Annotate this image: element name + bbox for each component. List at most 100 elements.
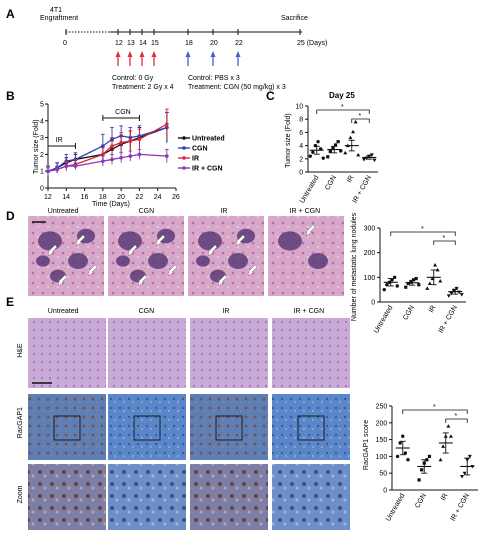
row-label: H&E — [17, 343, 24, 358]
data-point — [308, 154, 312, 158]
data-point — [64, 164, 69, 168]
data-point — [401, 434, 405, 438]
y-tick-label: 300 — [364, 226, 376, 233]
image-label: Untreated — [48, 208, 79, 215]
metastatic-nodules-chart: 0 100 200 300 Number of metastatic lung nodu… — [351, 212, 466, 335]
data-point — [165, 122, 169, 126]
y-axis-label: Number of metastatic lung nodules — [351, 212, 358, 321]
data-point — [427, 281, 432, 285]
y-tick-label: 0 — [371, 300, 375, 307]
significance-label: * — [359, 113, 362, 120]
data-point — [462, 471, 467, 476]
column-label: Untreated — [48, 308, 79, 315]
y-tick-label: 250 — [376, 404, 388, 411]
panel-letter: B — [6, 89, 15, 103]
cgn-arrow-head — [235, 51, 241, 57]
data-point — [459, 293, 464, 297]
data-point — [460, 475, 465, 479]
significance-bracket — [402, 409, 468, 414]
category-label: IR — [346, 175, 356, 185]
data-point — [417, 283, 421, 287]
white-arrow-icon — [75, 234, 86, 247]
white-arrow-icon — [47, 244, 58, 257]
data-point — [438, 279, 443, 283]
data-point — [448, 434, 453, 438]
category-label: IR + CGN — [438, 305, 459, 335]
stained-tissue-image — [272, 394, 350, 460]
series-line — [47, 126, 168, 172]
data-point — [101, 144, 105, 148]
category-label: Untreated — [299, 174, 320, 204]
stained-tissue-image — [190, 464, 268, 530]
significance-label: * — [443, 235, 446, 242]
series-line — [47, 153, 167, 172]
significance-label: * — [433, 404, 436, 411]
row-label: RacGAP1 — [17, 407, 24, 438]
y-tick-label: 1 — [40, 169, 44, 176]
x-tick-label: 12 — [44, 194, 52, 201]
category-label: Untreated — [373, 304, 394, 334]
white-arrow-icon — [305, 224, 316, 237]
data-point — [353, 119, 358, 124]
y-tick-label: 150 — [376, 437, 388, 444]
racgap1-staining-images: Untreated CGN IR IR + CGN H&E RacGAP1 Zoom — [17, 308, 350, 530]
data-point — [333, 143, 338, 147]
image-label: CGN — [139, 208, 155, 215]
data-point — [339, 149, 343, 153]
timeline-ticks: 0 12 13 14 15 18 20 22 25 (Days) — [63, 29, 327, 66]
stained-tissue-image — [28, 318, 106, 388]
chart-title: Day 25 — [329, 91, 355, 100]
data-point — [395, 284, 399, 288]
data-point — [467, 454, 472, 459]
data-point — [336, 140, 340, 144]
metastatic-nodule — [68, 253, 88, 269]
significance-label: * — [421, 226, 424, 233]
data-point — [119, 155, 123, 160]
metastatic-nodule — [308, 253, 328, 269]
image-label: IR — [220, 208, 227, 215]
white-arrow-icon — [167, 264, 178, 277]
y-tick-label: 4 — [40, 118, 44, 125]
white-arrow-icon — [217, 274, 228, 287]
panel-letter: A — [6, 7, 15, 21]
x-tick-label: 24 — [154, 194, 162, 201]
legend-marker — [182, 166, 186, 170]
stained-tissue-image — [108, 318, 186, 388]
y-tick-label: 0 — [40, 186, 44, 193]
data-point — [398, 441, 402, 445]
data-point — [101, 152, 105, 157]
legend-label: CGN — [192, 146, 208, 153]
data-point — [348, 135, 353, 140]
stained-tissue-image — [272, 318, 350, 388]
white-arrow-icon — [127, 244, 138, 257]
category-label: IR + CGN — [450, 493, 471, 523]
significance-bracket — [390, 231, 456, 236]
y-tick-label: 4 — [299, 143, 303, 150]
data-point — [343, 150, 348, 155]
category-label: IR — [428, 305, 438, 315]
lung-histology-image — [188, 216, 264, 296]
timeline-tick-label: 15 — [151, 40, 159, 47]
data-point — [406, 458, 410, 462]
metastatic-nodule — [36, 255, 50, 267]
y-tick-label: 3 — [40, 135, 44, 142]
sacrifice-label: Sacrifice — [281, 15, 308, 22]
category-label: CGN — [402, 305, 416, 322]
zoom-region-box — [215, 415, 243, 441]
white-arrow-icon — [57, 274, 68, 287]
data-point — [403, 451, 408, 455]
legend-marker — [182, 156, 186, 160]
data-point — [165, 154, 169, 158]
x-tick-label: 20 — [117, 194, 125, 201]
x-tick-label: 14 — [62, 194, 70, 201]
row-label: Zoom — [17, 485, 24, 503]
data-point — [128, 139, 133, 143]
white-arrow-icon — [235, 234, 246, 247]
data-point — [356, 152, 361, 157]
engraftment-line-2: Engraftment — [40, 15, 78, 22]
data-point — [372, 158, 377, 163]
cgn-control-label: Control: PBS x 3 — [188, 75, 240, 82]
